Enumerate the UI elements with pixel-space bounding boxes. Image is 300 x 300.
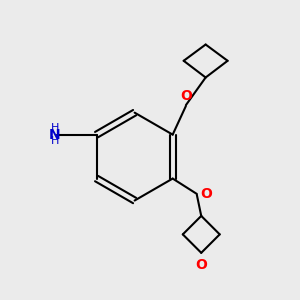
Text: N: N <box>49 128 61 142</box>
Text: H: H <box>51 136 59 146</box>
Text: O: O <box>200 187 212 201</box>
Text: O: O <box>195 258 207 272</box>
Text: H: H <box>51 123 59 133</box>
Text: O: O <box>180 88 192 103</box>
